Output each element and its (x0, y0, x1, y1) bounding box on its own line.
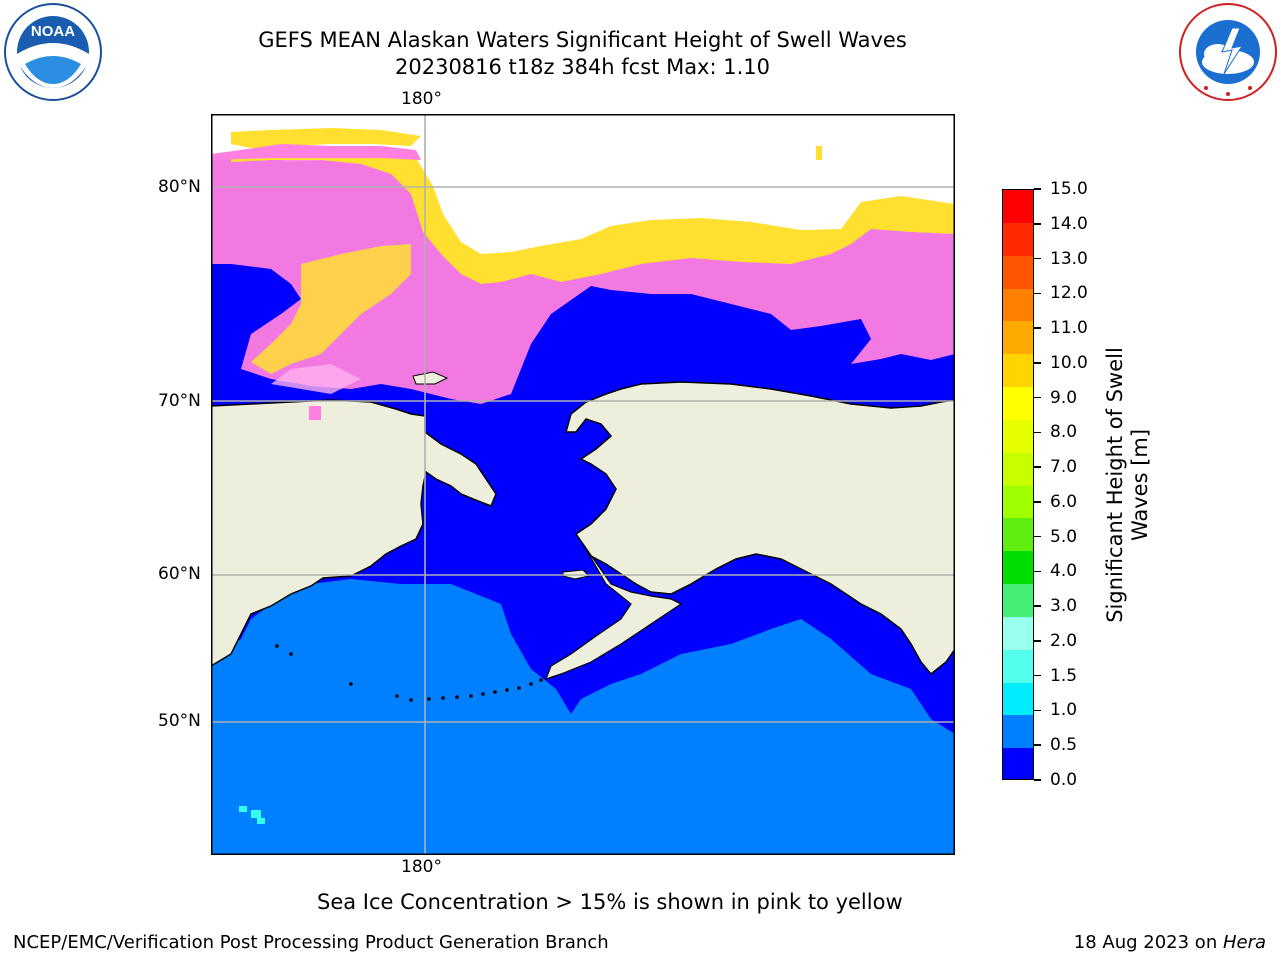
colorbar-tick-label: 9.0 (1050, 387, 1078, 408)
noaa-logo: NOAA (4, 3, 102, 101)
colorbar-tick-label: 1.0 (1050, 700, 1078, 721)
colorbar-tick-label: 0.5 (1050, 735, 1078, 756)
lat-label-50: 50°N (158, 711, 201, 731)
colorbar-tick-mark (1034, 431, 1041, 434)
colorbar-tick-mark (1034, 535, 1041, 538)
colorbar-tick-label: 2.0 (1050, 630, 1078, 651)
colorbar-tick-mark (1034, 779, 1041, 781)
footer-machine: Hera (1222, 932, 1266, 953)
colorbar-tick-label: 8.0 (1050, 422, 1078, 443)
colorbar-tick-mark (1034, 327, 1041, 329)
footer-date: 18 Aug 2023 on Hera (1074, 932, 1266, 953)
colorbar-segment (1003, 452, 1033, 487)
lat-label-70: 70°N (158, 391, 201, 411)
colorbar-tick-label: 4.0 (1050, 561, 1078, 582)
sea-ice-note: Sea Ice Concentration > 15% is shown in … (317, 890, 903, 914)
colorbar-tick-mark (1034, 188, 1041, 190)
colorbar-tick-mark (1034, 744, 1041, 746)
colorbar-segment (1003, 551, 1033, 585)
colorbar-tick-mark (1034, 640, 1041, 642)
colorbar-label-line1: Significant Height of Swell (1103, 347, 1127, 623)
footer-credit: NCEP/EMC/Verification Post Processing Pr… (13, 932, 609, 953)
colorbar-tick-label: 1.5 (1050, 665, 1078, 686)
colorbar-segment (1003, 321, 1033, 355)
nws-logo (1179, 3, 1277, 101)
colorbar-segment (1003, 387, 1033, 421)
colorbar-tick-mark (1034, 605, 1041, 607)
colorbar-segment (1003, 255, 1033, 290)
colorbar-tick-label: 3.0 (1050, 596, 1078, 617)
sea-ice-pink (211, 152, 955, 404)
colorbar-tick-label: 13.0 (1050, 248, 1088, 269)
colorbar-tick-mark (1034, 570, 1041, 573)
chart-title: GEFS MEAN Alaskan Waters Significant Hei… (258, 28, 907, 52)
colorbar-tick-mark (1034, 709, 1041, 712)
colorbar-tick-mark (1034, 223, 1041, 225)
colorbar-tick-label: 5.0 (1050, 526, 1078, 547)
map-frame (211, 114, 955, 855)
colorbar-tick-mark (1034, 292, 1041, 295)
colorbar-tick-label: 7.0 (1050, 457, 1078, 478)
lon-label-top: 180° (401, 89, 442, 109)
colorbar-segment (1003, 616, 1033, 651)
lon-label-bottom: 180° (401, 857, 442, 877)
colorbar-segment (1003, 518, 1033, 552)
colorbar-tick-label: 10.0 (1050, 352, 1088, 373)
colorbar-tick-mark (1034, 674, 1041, 677)
colorbar-segment (1003, 354, 1033, 388)
colorbar (1002, 189, 1034, 780)
map-gridlines (211, 114, 955, 855)
land-alaska (565, 381, 955, 676)
lat-label-80: 80°N (158, 177, 201, 197)
colorbar-segment (1003, 288, 1033, 322)
colorbar-segment (1003, 682, 1033, 716)
colorbar-label-line2: Waves [m] (1128, 428, 1152, 542)
colorbar-segment (1003, 419, 1033, 454)
colorbar-segment (1003, 715, 1033, 749)
chart-subtitle: 20230816 t18z 384h fcst Max: 1.10 (395, 55, 770, 79)
lat-label-60: 60°N (158, 564, 201, 584)
colorbar-ticks: 15.0 14.0 13.0 12.0 11.0 10.0 9.0 8.0 7.0 6.0 5.0 4… (1034, 179, 1094, 790)
colorbar-tick-label: 12.0 (1050, 283, 1088, 304)
colorbar-tick-label: 14.0 (1050, 213, 1088, 234)
colorbar-tick-mark (1034, 501, 1041, 503)
colorbar-tick-label: 11.0 (1050, 318, 1088, 339)
colorbar-tick-mark (1034, 362, 1041, 364)
colorbar-segment (1003, 584, 1033, 618)
aleutian-islands (275, 644, 543, 702)
noaa-logo-text: NOAA (31, 23, 75, 40)
footer-date-text: 18 Aug 2023 on (1073, 932, 1223, 953)
map-panel (211, 114, 955, 855)
colorbar-segment (1003, 222, 1033, 257)
colorbar-segment (1003, 485, 1033, 519)
colorbar-segment (1003, 649, 1033, 684)
colorbar-segment (1003, 190, 1033, 224)
colorbar-tick-label: 15.0 (1050, 179, 1088, 199)
colorbar-tick-mark (1034, 257, 1041, 260)
colorbar-tick-mark (1034, 466, 1041, 468)
colorbar-tick-label: 6.0 (1050, 491, 1078, 512)
colorbar-segment (1003, 748, 1033, 779)
colorbar-tick-label: 0.0 (1050, 770, 1078, 790)
colorbar-tick-mark (1034, 396, 1041, 399)
